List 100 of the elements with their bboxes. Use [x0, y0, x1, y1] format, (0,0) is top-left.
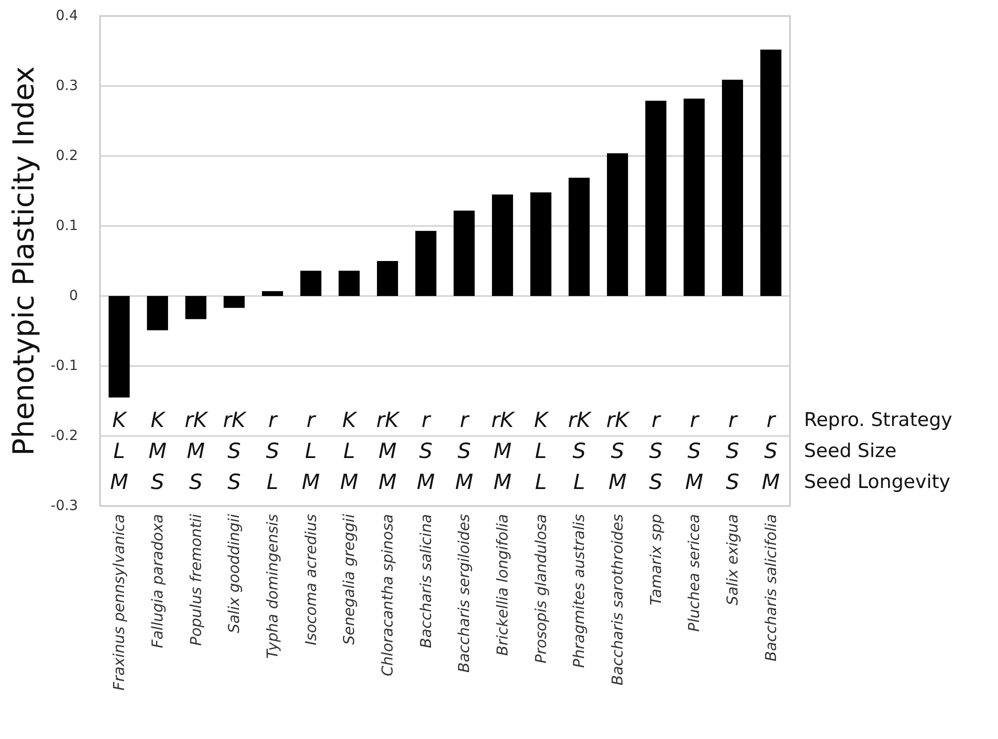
- annotation: M: [493, 470, 512, 494]
- y-tick-label: 0.2: [56, 148, 78, 164]
- y-tick-label: -0.3: [50, 498, 78, 514]
- annotation: M: [416, 470, 435, 494]
- annotation: r: [306, 408, 317, 432]
- x-tick-label: Salix gooddingii: [225, 513, 244, 634]
- annotation: rK: [606, 408, 631, 432]
- annotation: r: [728, 408, 738, 432]
- bar: [146, 296, 168, 330]
- x-tick-label: Prosopis glandulosa: [532, 514, 550, 664]
- y-tick-label: -0.2: [50, 428, 78, 444]
- x-tick-label: Fallugia paradoxa: [148, 514, 166, 648]
- text: Seed Longevity: [804, 471, 950, 493]
- y-tick-label: 0.4: [56, 8, 78, 24]
- annotation: S: [764, 439, 778, 463]
- x-tick-label: Tamarix spp: [646, 514, 665, 606]
- bar: [262, 291, 284, 296]
- annotation: L: [266, 470, 278, 494]
- annotation: r: [652, 408, 662, 432]
- annotation: S: [726, 439, 740, 463]
- bar: [338, 270, 360, 296]
- annotation: L: [534, 470, 547, 494]
- bar: [606, 153, 628, 296]
- annotation: rK: [491, 408, 516, 432]
- annotation: S: [419, 439, 433, 463]
- x-tick-label: Brickellia longifolia: [494, 514, 512, 656]
- x-tick-label: Baccharis sarothroides: [608, 514, 626, 686]
- x-tick-label: Typha domingensis: [264, 514, 282, 659]
- annotation: M: [378, 439, 397, 463]
- text: Seed Size: [804, 440, 897, 462]
- bar: [568, 178, 590, 296]
- annotation: S: [227, 439, 241, 463]
- annotation: S: [266, 439, 280, 463]
- annotation: L: [534, 439, 547, 463]
- x-tick-label: Chloracantha spinosa: [378, 514, 396, 676]
- annotation: L: [304, 439, 317, 463]
- annotation: M: [110, 470, 128, 494]
- y-tick-label: -0.1: [50, 358, 78, 374]
- y-tick-label: 0: [69, 288, 78, 304]
- x-tick-label: Populus fremontii: [186, 513, 205, 646]
- annotation: M: [378, 470, 397, 494]
- annotation: L: [343, 439, 356, 463]
- annotation: M: [762, 470, 780, 494]
- bar: [722, 80, 744, 296]
- annotation: rK: [376, 408, 401, 432]
- annotation: M: [302, 470, 320, 494]
- annotation: M: [608, 470, 627, 494]
- annotation: S: [572, 439, 586, 463]
- annotation: K: [112, 408, 128, 432]
- annotation: r: [690, 408, 700, 432]
- x-tick-label: Baccharis sergiloides: [455, 514, 474, 673]
- bar: [760, 50, 782, 296]
- y-tick-label: 0.1: [56, 218, 78, 234]
- bar: [684, 98, 705, 296]
- bar: [224, 296, 245, 308]
- annotation: r: [460, 408, 470, 432]
- annotation: r: [766, 408, 777, 432]
- y-tick-label: 0.3: [56, 78, 78, 94]
- annotation: S: [189, 470, 203, 494]
- bar: [530, 192, 552, 296]
- bar: [185, 296, 206, 320]
- annotation: r: [422, 408, 432, 432]
- annotation: L: [113, 439, 126, 463]
- annotation: K: [534, 408, 550, 432]
- y-axis-title: Phenotypic Plasticity Index: [6, 66, 40, 456]
- annotation: r: [268, 408, 278, 432]
- annotation: M: [340, 470, 358, 494]
- x-tick-label: Phragmites australis: [570, 514, 588, 668]
- annotation: M: [493, 439, 512, 463]
- x-tick-label: Pluchea sericea: [685, 514, 704, 632]
- annotation: M: [148, 439, 167, 463]
- annotation: K: [342, 408, 358, 432]
- annotation: S: [610, 439, 624, 463]
- annotation: S: [687, 439, 701, 463]
- annotation: K: [150, 408, 167, 432]
- x-tick-label: Fraxinus pennsylvanica: [110, 514, 128, 690]
- annotation: rK: [184, 408, 210, 432]
- annotation: rK: [222, 408, 248, 432]
- annotation: L: [573, 470, 586, 494]
- annotation: M: [455, 470, 474, 494]
- x-tick-label: Isocoma acredius: [302, 514, 320, 646]
- x-tick-label: Baccharis salicina: [416, 514, 435, 648]
- bar: [454, 210, 475, 296]
- annotation: S: [726, 470, 740, 494]
- bar: [415, 230, 436, 296]
- annotation: rK: [568, 408, 593, 432]
- bar: [108, 296, 130, 398]
- annotation: S: [649, 470, 663, 494]
- annotation: S: [227, 470, 241, 494]
- annotation: M: [685, 470, 704, 494]
- x-tick-label: Baccharis salicifolia: [762, 514, 780, 662]
- bar: [300, 270, 322, 296]
- annotation: S: [457, 439, 471, 463]
- text: Repro. Strategy: [804, 409, 952, 431]
- bar: [492, 194, 514, 296]
- bar: [376, 261, 398, 296]
- annotation: S: [150, 470, 164, 494]
- x-tick-label: Salix exigua: [724, 514, 742, 606]
- annotation: M: [186, 439, 205, 463]
- bar: [645, 100, 666, 296]
